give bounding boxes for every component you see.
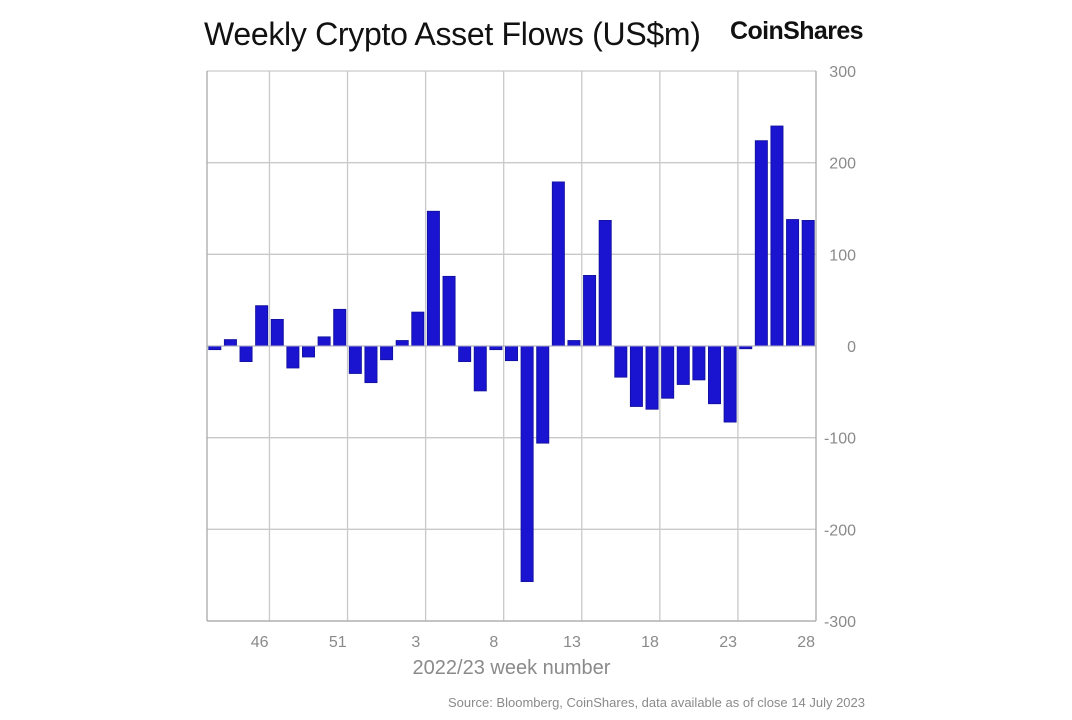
x-tick-label: 46 bbox=[251, 634, 269, 651]
x-tick-label: 18 bbox=[641, 634, 659, 651]
source-note: Source: Bloomberg, CoinShares, data avai… bbox=[448, 695, 865, 710]
bar-week-50 bbox=[317, 336, 331, 347]
bar-week-3 bbox=[411, 311, 425, 347]
bar-week-11 bbox=[536, 345, 550, 444]
y-axis-ticks: 300 200 100 0 -100 -200 -300 bbox=[824, 64, 856, 631]
bar-week-15 bbox=[598, 220, 612, 347]
bar-week-9 bbox=[505, 345, 518, 362]
bar-week-53 bbox=[364, 345, 378, 384]
bar-week-20 bbox=[676, 345, 690, 385]
x-tick-label: 13 bbox=[563, 634, 581, 651]
bar-week-51 bbox=[333, 308, 347, 347]
bar-week-21 bbox=[692, 345, 706, 381]
bar-week-6 bbox=[458, 345, 472, 362]
bar-week-12 bbox=[551, 181, 565, 347]
bar-week-19 bbox=[661, 345, 675, 399]
bar-week-17 bbox=[629, 345, 643, 407]
bar-week-1 bbox=[380, 345, 394, 361]
plot-frame bbox=[206, 71, 817, 622]
y-tick-label: 0 bbox=[847, 339, 856, 356]
bar-week-14 bbox=[583, 275, 597, 347]
bar-week-47 bbox=[270, 319, 284, 347]
bar-week-25 bbox=[754, 140, 768, 347]
bar-week-16 bbox=[614, 345, 628, 378]
y-tick-label: 300 bbox=[829, 64, 856, 81]
y-tick-label: 100 bbox=[829, 247, 856, 264]
bar-week-23 bbox=[723, 345, 737, 423]
x-tick-label: 3 bbox=[411, 634, 420, 651]
bars bbox=[208, 125, 815, 582]
x-axis-label: 2022/23 week number bbox=[413, 657, 611, 679]
bar-week-44 bbox=[223, 339, 237, 347]
bar-week-27 bbox=[786, 219, 800, 347]
y-tick-label: -100 bbox=[824, 431, 856, 448]
bar-week-52 bbox=[348, 345, 362, 374]
bar-week-13 bbox=[567, 340, 581, 347]
bar-week-2 bbox=[395, 340, 409, 347]
x-tick-label: 8 bbox=[489, 634, 498, 651]
x-tick-label: 23 bbox=[719, 634, 737, 651]
bar-week-48 bbox=[286, 345, 300, 369]
bar-week-43 bbox=[208, 345, 222, 351]
bar-week-10 bbox=[520, 345, 534, 582]
bar-week-49 bbox=[302, 345, 315, 358]
chart-title: Weekly Crypto Asset Flows (US$m) bbox=[204, 16, 701, 52]
x-axis-ticks: 46 51 3 8 13 18 23 28 bbox=[251, 634, 815, 651]
y-tick-label: 200 bbox=[829, 156, 856, 173]
bar-week-18 bbox=[645, 345, 659, 410]
x-tick-label: 28 bbox=[797, 634, 815, 651]
coinshares-logo: CoinShares bbox=[730, 17, 864, 45]
bar-week-5 bbox=[442, 275, 456, 347]
y-tick-label: -300 bbox=[824, 614, 856, 631]
bar-week-4 bbox=[426, 210, 440, 347]
bar-week-28 bbox=[801, 220, 815, 347]
y-tick-label: -200 bbox=[824, 522, 856, 539]
bar-week-7 bbox=[473, 345, 487, 392]
bar-week-8 bbox=[489, 345, 503, 351]
bar-week-45 bbox=[239, 345, 253, 362]
bar-week-26 bbox=[770, 125, 784, 347]
bar-week-46 bbox=[255, 305, 269, 347]
bar-week-22 bbox=[708, 345, 721, 405]
x-tick-label: 51 bbox=[329, 634, 347, 651]
